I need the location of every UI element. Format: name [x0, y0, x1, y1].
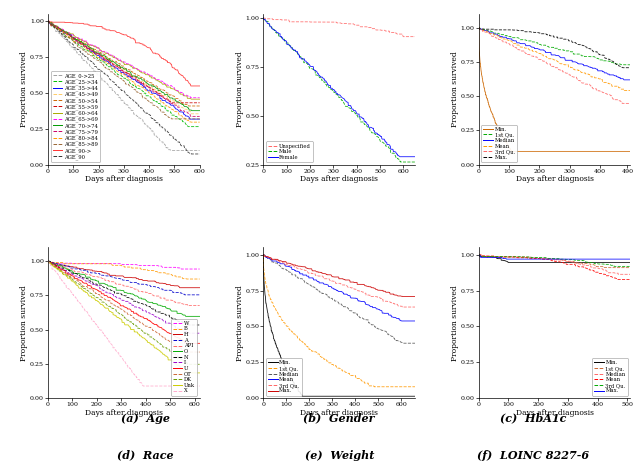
- Legend: W, B, H, A, API, O, N, I, U, OT, DK, Unk, X: W, B, H, A, API, O, N, I, U, OT, DK, Unk…: [171, 319, 197, 395]
- X-axis label: Days after diagnosis: Days after diagnosis: [300, 175, 378, 183]
- X-axis label: Days after diagnosis: Days after diagnosis: [300, 409, 378, 417]
- Y-axis label: Proportion survived: Proportion survived: [20, 51, 28, 127]
- Y-axis label: Proportion survived: Proportion survived: [236, 51, 244, 127]
- Y-axis label: Proportion survived: Proportion survived: [451, 285, 459, 361]
- Legend: Unspecified, Male, Female: Unspecified, Male, Female: [266, 142, 313, 162]
- X-axis label: Days after diagnosis: Days after diagnosis: [516, 175, 593, 183]
- Text: (e)  Weight: (e) Weight: [305, 450, 374, 461]
- X-axis label: Days after diagnosis: Days after diagnosis: [85, 175, 163, 183]
- Text: (f)  LOINC 8227-6: (f) LOINC 8227-6: [477, 450, 589, 461]
- Legend: Min., 1st Qu., Median, Mean, 3rd Qu., Max.: Min., 1st Qu., Median, Mean, 3rd Qu., Ma…: [592, 358, 628, 395]
- Y-axis label: Proportion survived: Proportion survived: [20, 285, 28, 361]
- X-axis label: Days after diagnosis: Days after diagnosis: [516, 409, 593, 417]
- Legend: Min., 1st Qu., Median, Mean, 3rd Qu., Max.: Min., 1st Qu., Median, Mean, 3rd Qu., Ma…: [266, 358, 301, 395]
- Text: (d)  Race: (d) Race: [116, 450, 173, 461]
- Text: (a)  Age: (a) Age: [120, 413, 170, 424]
- Y-axis label: Proportion survived: Proportion survived: [451, 51, 459, 127]
- Text: (c)  HbA1c: (c) HbA1c: [500, 413, 566, 424]
- Y-axis label: Proportion survived: Proportion survived: [236, 285, 244, 361]
- Legend: AGE_0->25, AGE_25->34, AGE_35->44, AGE_45->49, AGE_50->54, AGE_55->59, AGE_60->6: AGE_0->25, AGE_25->34, AGE_35->44, AGE_4…: [51, 71, 100, 162]
- Text: (b)  Gender: (b) Gender: [303, 413, 375, 424]
- X-axis label: Days after diagnosis: Days after diagnosis: [85, 409, 163, 417]
- Legend: Min., 1st Qu., Median, Mean, 3rd Qu., Max.: Min., 1st Qu., Median, Mean, 3rd Qu., Ma…: [481, 125, 517, 162]
